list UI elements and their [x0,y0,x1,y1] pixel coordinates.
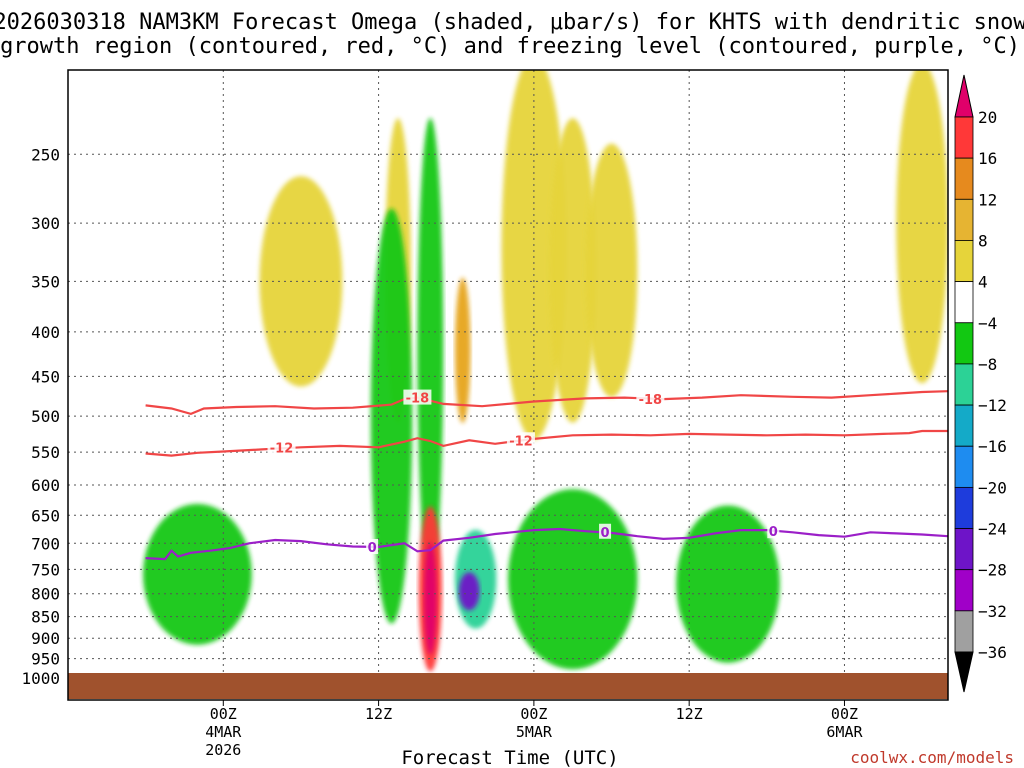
omega-area-yellow-plume-6 [896,70,948,384]
x-tick-label: 00Z [520,705,547,723]
contour-label: -18 [639,393,663,408]
colorbar-top-arrow [954,74,974,118]
colorbar-segment [954,281,974,324]
x-tick-label: 12Z [676,705,703,723]
colorbar-label: −16 [978,437,1007,456]
x-tick-date: 4MAR [205,723,242,741]
omega-area-green-column-1 [370,208,413,624]
contour-label-bg [267,439,296,455]
y-tick-label: 500 [31,407,60,426]
y-tick-label: 400 [31,323,60,342]
y-tick-label: 900 [31,629,60,648]
colorbar-label: −4 [978,314,997,333]
y-tick-label: 850 [31,608,60,627]
y-tick-label: 750 [31,560,60,579]
plot-area: -18 -18 -12 -12 0 0 0 [67,69,949,701]
colorbar-label: −20 [978,478,1007,497]
colorbar-label: −12 [978,396,1007,415]
colorbar-segment [954,445,974,488]
colorbar-label: −24 [978,520,1007,539]
colorbar-segment [954,528,974,571]
contour-label-bg [403,389,432,405]
y-tick-label: 450 [31,367,60,386]
y-tick-label: 650 [31,506,60,525]
colorbar-segment [954,116,974,159]
contour-freezing-level [145,527,948,561]
colorbar-bottom-arrow [954,651,974,693]
colorbar-segment [954,240,974,283]
omega-colorbar: 20 16 12 8 4 −4 −8 −12 −16 −20 −24 −28 −32 −36 [954,74,1007,693]
colorbar-label: −8 [978,355,997,374]
chart-title-line1: 2026030318 NAM3KM Forecast Omega (shaded… [0,10,1024,35]
colorbar-label: 8 [978,231,988,250]
contour-label: 0 [368,541,377,556]
gridlines [68,70,948,700]
y-axis: 250 300 350 400 450 500 550 600 650 700 750 800 850 9… [21,145,60,688]
x-tick-label: 00Z [831,705,858,723]
omega-area-green-column-2 [417,117,444,583]
colorbar-segment [954,198,974,241]
colorbar-segment [954,157,974,200]
contour-label-bg [506,432,535,448]
chart-title-line2: growth region (contoured, red, °C) and f… [0,34,1020,59]
colorbar-segment [954,486,974,529]
omega-area-yellow-plume-1 [259,176,343,387]
omega-area-magenta-core [423,542,437,655]
omega-area-green-low-2 [508,489,638,670]
colorbar-label: 20 [978,108,997,127]
contour-label: 0 [769,525,778,540]
y-tick-label: 300 [31,214,60,233]
contour-label: -18 [406,392,430,407]
colorbar-label: −36 [978,643,1007,662]
omega-area-green-low-3 [676,505,780,663]
y-tick-label: 800 [31,585,60,604]
contour-label: -12 [270,441,294,456]
omega-area-green-low-1 [143,503,252,645]
colorbar-segment [954,569,974,612]
y-tick-label: 550 [31,443,60,462]
y-tick-label: 350 [31,272,60,291]
contour-dgz-upper [145,390,948,416]
x-tick-label: 12Z [365,705,392,723]
y-tick-label: 1000 [21,669,60,688]
omega-shading [143,70,948,672]
colorbar-segment [954,322,974,365]
x-axis-title: Forecast Time (UTC) [401,747,618,768]
contour-label-bg [636,391,665,407]
contour-labels: -18 -18 -12 -12 0 0 0 [267,389,780,556]
contour-label-bg [366,539,379,555]
y-tick-label: 700 [31,534,60,553]
omega-area-purple-core [458,572,480,611]
colorbar-label: 4 [978,273,988,292]
colorbar-segment [954,363,974,406]
colorbar-label: 12 [978,190,997,209]
y-tick-label: 250 [31,145,60,164]
x-tick-date: 5MAR [516,723,553,741]
colorbar-label: −28 [978,561,1007,580]
contour-label-bg [767,523,780,539]
x-tick-year: 2026 [205,741,241,759]
colorbar-label: 16 [978,149,997,168]
contour-label: 0 [601,526,610,541]
colorbar-segment [954,610,974,653]
colorbar-segment [954,404,974,447]
omega-area-yellow-plume-4 [549,118,596,423]
colorbar-label: −32 [978,602,1007,621]
y-tick-label: 950 [31,650,60,669]
omega-area-yellow-plume-5 [585,143,638,398]
x-tick-label: 00Z [210,705,237,723]
x-tick-date: 6MAR [826,723,863,741]
credit-text: coolwx.com/models [850,748,1014,767]
ground-surface [68,673,948,699]
contour-label-bg [599,523,612,539]
omega-area-yellow-plume-3 [501,70,567,440]
y-tick-label: 600 [31,476,60,495]
plot-frame [67,69,949,701]
omega-area-orange-core-1 [454,277,471,424]
contour-label: -12 [509,434,533,449]
